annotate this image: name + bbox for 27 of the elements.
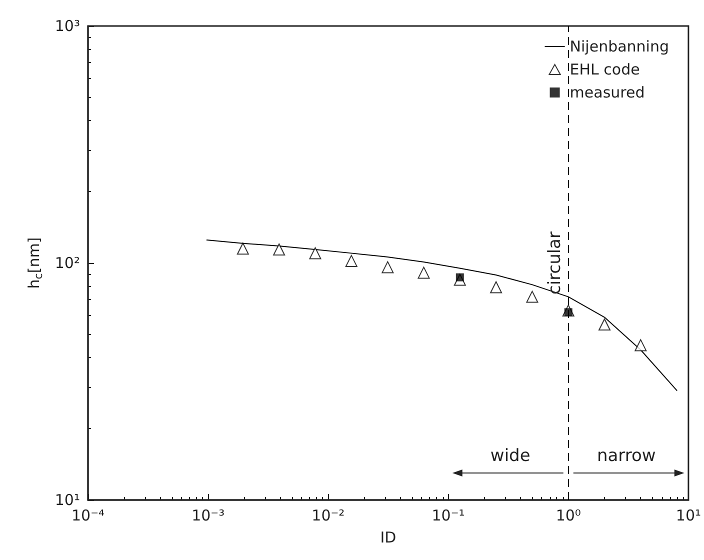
- legend-label: EHL code: [570, 60, 640, 78]
- y-tick-label: 10¹: [54, 491, 80, 509]
- x-tick-label: 10⁻¹: [432, 506, 465, 524]
- point: [236, 242, 249, 255]
- x-axis-title: ID: [380, 528, 396, 546]
- annotation: narrow: [596, 446, 656, 466]
- y-axis-title: hc[nm]: [25, 237, 45, 289]
- x-tick-label: 10⁻²: [312, 506, 345, 524]
- point: [273, 244, 286, 256]
- x-tick-label: 10⁻⁴: [71, 506, 105, 524]
- y-tick-label: 10²: [54, 254, 80, 272]
- point: [309, 247, 322, 260]
- point: [526, 290, 538, 303]
- x-tick-label: 10⁰: [556, 506, 581, 524]
- x-tick-label: 10¹: [676, 506, 702, 524]
- y-tick-label: 10³: [54, 17, 80, 35]
- legend-label: Nijenbanning: [570, 38, 670, 56]
- ref-line-label: circular: [544, 232, 565, 294]
- point: [382, 261, 394, 274]
- point: [598, 318, 611, 331]
- point: [634, 339, 647, 352]
- point: [418, 266, 430, 279]
- annotation: wide: [490, 446, 530, 466]
- point: [490, 281, 502, 294]
- legend-label: measured: [570, 84, 645, 102]
- point: [345, 254, 358, 267]
- x-tick-label: 10⁻³: [192, 506, 225, 524]
